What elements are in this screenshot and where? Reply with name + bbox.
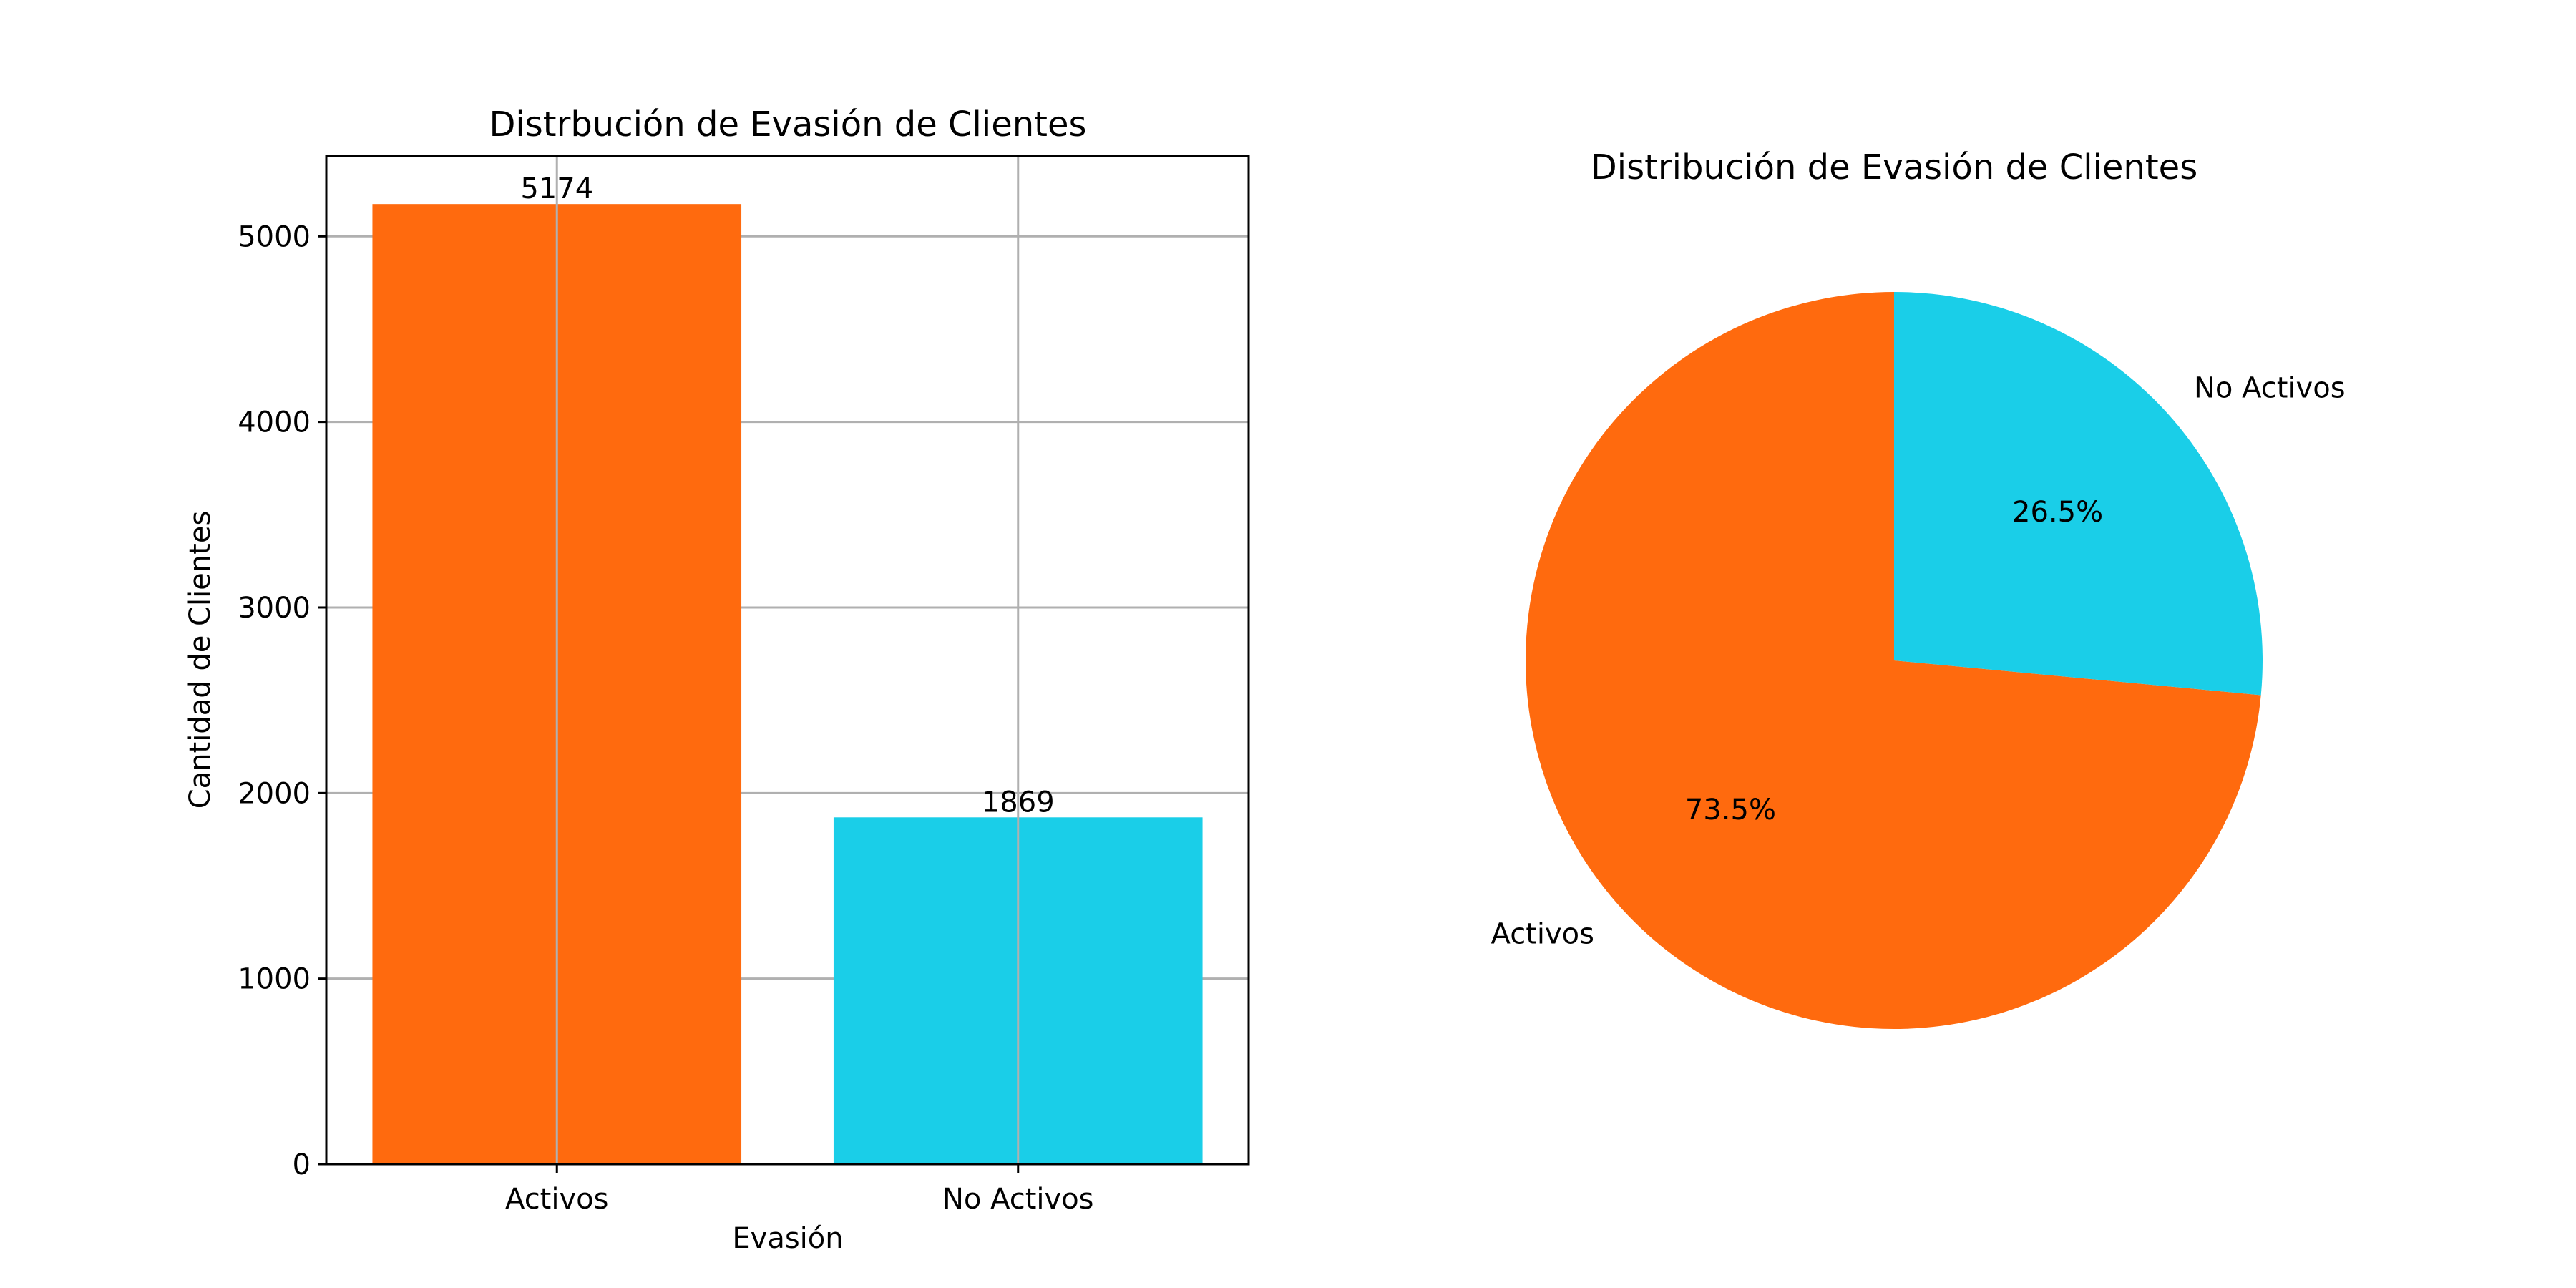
- pie-chart-title: Distribución de Evasión de Clientes: [1591, 147, 2197, 187]
- bar-y-tick-label: 3000: [238, 592, 311, 625]
- bar-chart: Distrbución de Evasión de Clientes 0 1000…: [184, 104, 1250, 1255]
- bar-chart-title: Distrbución de Evasión de Clientes: [489, 104, 1086, 145]
- bar-data-labels: 5174 1869: [520, 172, 1054, 819]
- bar-y-tick-label: 2000: [238, 777, 311, 810]
- bar-data-label: 1869: [982, 786, 1055, 819]
- bar-series: [372, 204, 1203, 1165]
- bar-data-label: 5174: [520, 172, 593, 205]
- bar-axes-frame: [325, 155, 1250, 1166]
- bar-y-tick-label: 4000: [238, 406, 311, 439]
- bar-y-tick-label: 5000: [238, 220, 311, 253]
- bar-y-ticks: 0 1000 2000 3000 4000 5000: [238, 220, 326, 1181]
- pie-percent-label: 73.5%: [1685, 794, 1776, 826]
- bar-x-tick-label: No Activos: [942, 1183, 1094, 1216]
- pie-slice-no-activos: [1894, 292, 2263, 696]
- pie-percent-label: 26.5%: [2012, 496, 2103, 529]
- pie-slices: [1526, 292, 2263, 1029]
- bar-vertical-gridlines: [555, 156, 1020, 1164]
- bar-x-axis-label: Evasión: [732, 1222, 843, 1255]
- bar-x-ticks: Activos No Activos: [505, 1164, 1094, 1216]
- pie-category-label: No Activos: [2194, 372, 2346, 405]
- bar-y-axis-label: Cantidad de Clientes: [184, 511, 217, 809]
- pie-slice-activos: [1526, 292, 2261, 1029]
- bar-y-tick-label: 0: [293, 1148, 311, 1181]
- pie-category-label: Activos: [1491, 917, 1594, 950]
- bar-x-tick-label: Activos: [505, 1183, 608, 1216]
- pie-labels: Activos 73.5% No Activos 26.5%: [1491, 372, 2346, 951]
- bar-y-tick-label: 1000: [238, 963, 311, 996]
- pie-chart: Distribución de Evasión de Clientes Acti…: [1491, 147, 2346, 1029]
